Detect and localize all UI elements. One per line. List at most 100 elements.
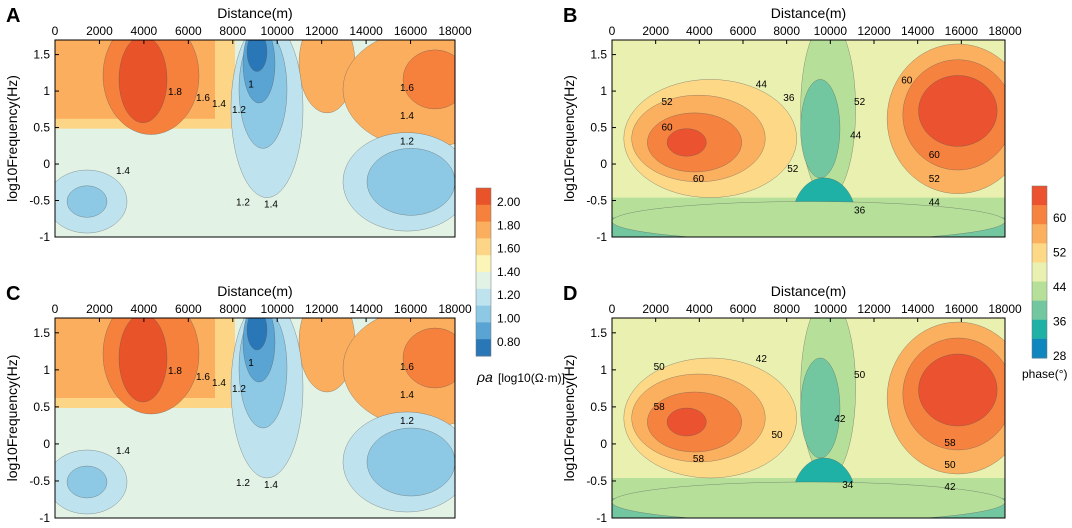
x-tick-label: 0: [609, 302, 616, 316]
contour-label: 1.2: [232, 105, 246, 116]
x-tick-label: 14000: [349, 24, 383, 38]
x-axis-label: Distance(m): [771, 5, 846, 21]
y-tick-label: 1.5: [590, 326, 607, 340]
contour-label: 42: [756, 354, 768, 365]
contour-region: [246, 40, 268, 72]
x-tick-label: 0: [52, 24, 59, 38]
plot-frame: [54, 317, 456, 519]
colorbar-swatch: [1032, 243, 1047, 263]
panel-letter: A: [6, 5, 20, 27]
x-tick-label: 18000: [988, 302, 1022, 316]
colorbar-tick-label: 1.80: [497, 218, 521, 232]
colorbar-tick-label: 44: [1053, 280, 1067, 294]
contour-label: 44: [929, 197, 941, 208]
colorbar-swatch: [476, 238, 491, 256]
x-tick-label: 2000: [86, 302, 113, 316]
panel-letter: D: [563, 283, 577, 305]
x-tick-label: 16000: [394, 24, 428, 38]
plot-frame: [611, 317, 1006, 519]
x-axis-label: Distance(m): [217, 5, 292, 21]
contour-label: 1.2: [400, 416, 414, 427]
y-tick-label: -0.5: [586, 474, 607, 488]
colorbar-swatch: [476, 188, 491, 206]
contour-label: 58: [654, 402, 666, 413]
colorbar-swatch: [1032, 186, 1047, 206]
x-tick-label: 6000: [730, 302, 757, 316]
x-tick-label: 6000: [175, 24, 202, 38]
contour-region: [66, 185, 108, 218]
colorbar-label-unit: [log10(Ω·m)]: [498, 371, 565, 385]
contour-label: 1.4: [116, 446, 130, 457]
contour-region: [666, 407, 707, 437]
y-tick-label: 1.5: [33, 326, 50, 340]
contour-label: 58: [944, 438, 956, 449]
contour-region: [612, 201, 1005, 237]
x-tick-label: 0: [52, 302, 59, 316]
y-tick-label: 1: [43, 84, 50, 98]
colorbar-tick-label: 1.00: [497, 312, 521, 326]
panel-b: 52 60 60 44 36 52 60 44 52 60 52 44 36 0 2000 4000 6000 8…: [561, 5, 1022, 244]
contour-region: [118, 40, 168, 123]
colorbar-tick-label: 1.60: [497, 242, 521, 256]
y-tick-label: 1: [600, 363, 607, 377]
x-tick-label: 12000: [857, 302, 891, 316]
x-tick-label: 14000: [349, 302, 383, 316]
contour-label: 60: [929, 150, 941, 161]
colorbar-swatch: [1032, 205, 1047, 225]
colorbar-swatch: [1032, 338, 1047, 359]
x-tick-label: 4000: [131, 24, 158, 38]
y-tick-label: 1: [600, 84, 607, 98]
contour-label: 1.8: [168, 366, 182, 377]
contour-region: [800, 357, 841, 459]
x-tick-label: 10000: [814, 302, 848, 316]
plot-area-d: 50 58 58 42 50 42 50 58 50 42 34: [612, 318, 1005, 518]
x-tick-label: 0: [609, 24, 616, 38]
y-tick-label: -1: [39, 511, 50, 523]
y-tick-label: 0: [43, 437, 50, 451]
contour-label: 1.4: [264, 199, 278, 210]
panel-letter: B: [563, 5, 577, 27]
contour-label: 42: [944, 482, 956, 493]
x-axis-label: Distance(m): [217, 283, 292, 299]
y-tick-label: -0.5: [29, 474, 50, 488]
contour-region: [918, 75, 998, 147]
plot-area-a: 1.81.61.41.21 1.61.41.21.41.2 1.4: [55, 40, 455, 237]
panel-c: 1.81.61.41.21 1.61.41.21.41.2 1.40 2000 4000…: [4, 283, 472, 525]
contour-label: 50: [771, 430, 783, 441]
x-tick-label: 4000: [686, 24, 713, 38]
contour-label: 50: [944, 460, 956, 471]
y-tick-label: 0: [600, 437, 607, 451]
colorbar-resistivity: 2.00 1.80 1.60 1.40 1.20 1.00 0.80 ρa [log10(Ω·m…: [475, 187, 565, 385]
contour-label: 52: [929, 174, 941, 185]
contour-label: 44: [756, 79, 768, 90]
contour-label: 1.6: [196, 372, 210, 383]
x-tick-label: 18000: [988, 24, 1022, 38]
colorbar-tick-label: 1.40: [497, 265, 521, 279]
contour-label: 50: [854, 370, 866, 381]
contour-label: 60: [661, 123, 673, 134]
y-axis-label: log10Frequency(Hz): [4, 75, 20, 202]
colorbar-tick-label: 60: [1053, 211, 1067, 225]
contour-region: [402, 327, 455, 389]
plot-area-b: 52 60 60 44 36 52 60 44 52 60 52 44 36: [612, 40, 1005, 237]
contour-label: 52: [661, 97, 673, 108]
x-axis-label: Distance(m): [771, 283, 846, 299]
colorbar-label: phase(°): [1022, 367, 1068, 381]
colorbar-swatch: [1032, 281, 1047, 302]
colorbar-tick-label: 0.80: [497, 335, 521, 349]
contour-label: 58: [693, 454, 705, 465]
colorbar-swatch: [476, 322, 491, 340]
panel-d: 50 58 58 42 50 42 50 58 50 42 34 0 2000 4000 6000 8000 1…: [561, 283, 1022, 525]
x-tick-label: 18000: [438, 302, 472, 316]
x-tick-label: 2000: [642, 24, 669, 38]
y-tick-label: -1: [596, 511, 607, 523]
contour-label: 1.2: [236, 197, 250, 208]
x-tick-label: 16000: [945, 302, 979, 316]
contour-label: 1.4: [400, 390, 414, 401]
y-axis-label: log10Frequency(Hz): [561, 75, 577, 202]
contour-region: [118, 318, 168, 403]
x-tick-label: 8000: [219, 302, 246, 316]
y-tick-label: -0.5: [29, 194, 50, 208]
contour-label: 52: [854, 97, 866, 108]
colorbar-swatch: [476, 221, 491, 239]
